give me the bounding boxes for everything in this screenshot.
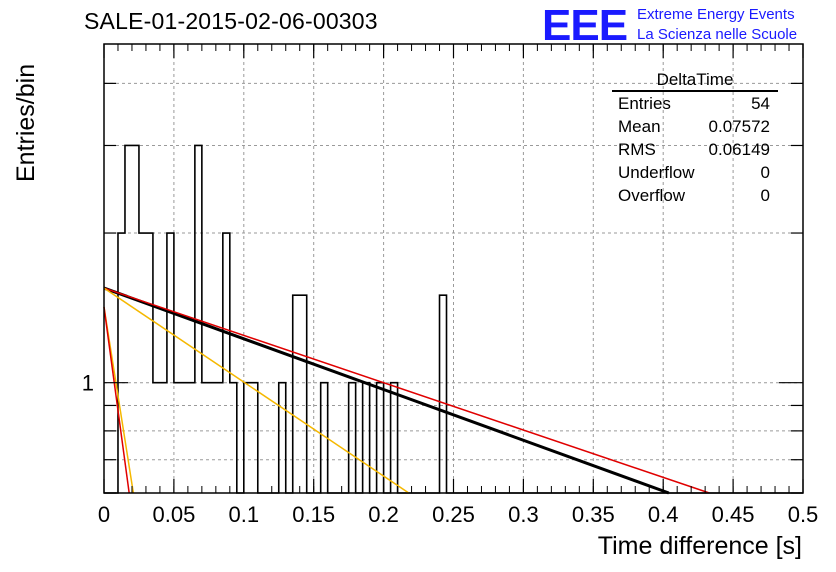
x-tick-label: 0.1	[229, 502, 260, 527]
x-tick-label: 0.15	[292, 502, 335, 527]
stats-row-mean: Mean 0.07572	[612, 115, 778, 138]
stats-row-rms: RMS 0.06149	[612, 138, 778, 161]
fit-lines	[103, 286, 710, 495]
stats-value: 54	[751, 94, 770, 113]
x-tick-label: 0.45	[712, 502, 755, 527]
logo-mark: EEE	[542, 1, 628, 50]
fit-line-2	[103, 287, 710, 494]
stats-row-entries: Entries 54	[612, 92, 778, 115]
y-tick-label: 1	[82, 371, 94, 396]
x-tick-label: 0.05	[152, 502, 195, 527]
fit-line-5	[103, 306, 130, 494]
x-tick-label: 0.25	[432, 502, 475, 527]
grid-lines	[104, 44, 803, 493]
x-tick-labels: 0 0.05 0.1 0.15 0.2 0.25 0.3 0.35 0.4 0.45 0.5	[98, 502, 818, 527]
x-tick-label: 0.2	[368, 502, 399, 527]
chart-title: SALE-01-2015-02-06-00303	[84, 8, 378, 34]
stats-row-underflow: Underflow 0	[612, 161, 778, 184]
stats-label: Mean	[618, 117, 661, 136]
fit-line-3	[103, 287, 410, 494]
stats-value: 0	[760, 163, 770, 182]
axis-ticks	[103, 44, 804, 494]
y-axis-title: Entries/bin	[12, 63, 40, 182]
x-tick-label: 0.4	[648, 502, 679, 527]
stats-label: RMS	[618, 140, 656, 159]
stats-value: 0.07572	[708, 117, 770, 136]
stats-label: Underflow	[618, 163, 695, 182]
stats-label: Entries	[618, 94, 671, 113]
x-tick-label: 0.5	[788, 502, 819, 527]
logo-line2: La Scienza nelle Scuole	[637, 26, 798, 43]
stats-value: 0	[760, 186, 770, 205]
stats-title: DeltaTime	[612, 70, 778, 92]
x-tick-label: 0.3	[508, 502, 539, 527]
fit-line-1	[103, 286, 670, 495]
stats-box: DeltaTime Entries 54 Mean 0.07572 RMS 0.…	[612, 70, 778, 207]
logo-line1: Extreme Energy Events	[637, 6, 795, 23]
stats-value: 0.06149	[708, 140, 770, 159]
x-tick-label: 0.35	[572, 502, 615, 527]
stats-row-overflow: Overflow 0	[612, 184, 778, 207]
y-tick-labels: 1	[82, 371, 94, 396]
stats-label: Overflow	[618, 186, 686, 205]
x-axis-title: Time difference [s]	[597, 532, 802, 560]
x-tick-label: 0	[98, 502, 110, 527]
